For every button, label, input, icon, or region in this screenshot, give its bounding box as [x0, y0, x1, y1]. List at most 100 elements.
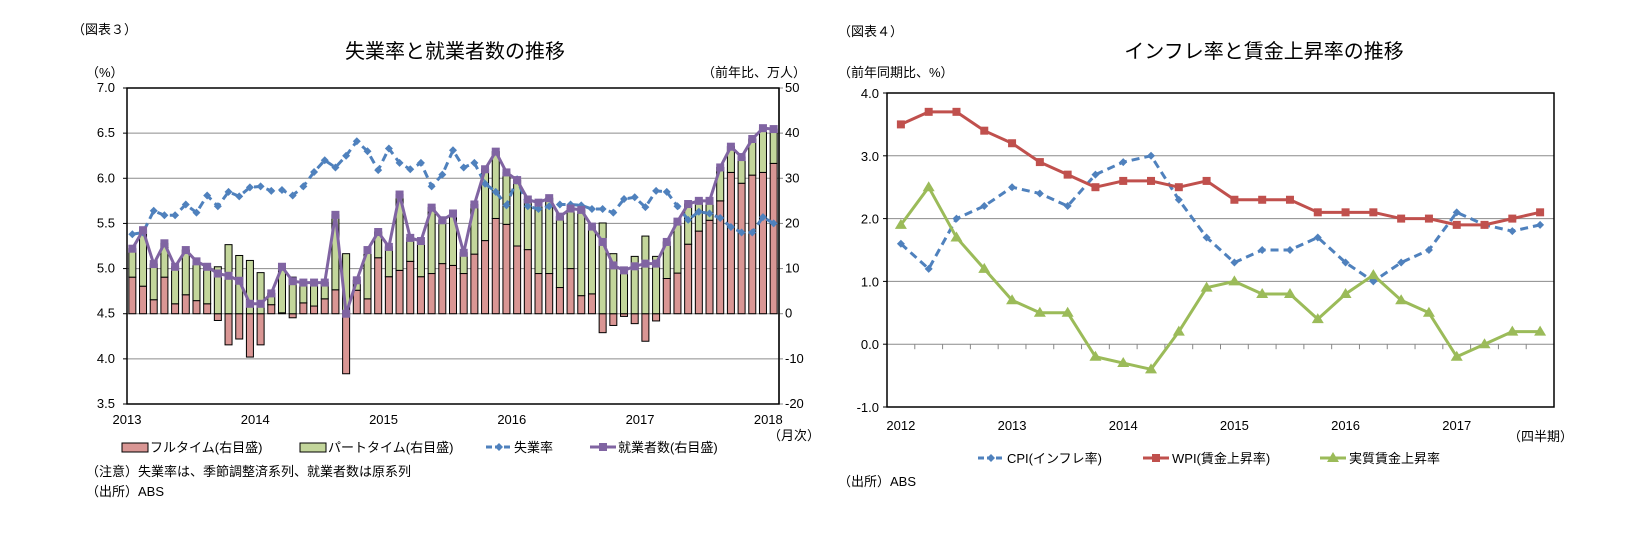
left-legend: フルタイム(右目盛) パートタイム(右目盛) 失業率 就業者数(右目盛) — [121, 440, 718, 455]
employment-point — [737, 153, 746, 162]
employment-point — [545, 194, 554, 203]
real-wage-point — [1395, 294, 1408, 305]
x-tick-label: 2018 — [754, 412, 783, 427]
unemployment-rate-point — [256, 182, 265, 191]
fulltime-bar — [256, 313, 265, 346]
real-wage-point — [1283, 287, 1296, 298]
employment-point — [577, 205, 586, 214]
employment-point — [256, 299, 265, 308]
parttime-bar — [181, 249, 190, 296]
right-x-axis-unit: （四半期） — [1508, 429, 1573, 444]
left-note: （注意）失業率は、季節調整済系列、就業者数は原系列 — [86, 464, 411, 479]
fulltime-bar — [545, 273, 554, 315]
cpi-point — [952, 214, 961, 223]
employment-point — [630, 262, 639, 271]
y-tick-label: 4.0 — [861, 86, 879, 101]
employment-point — [758, 124, 767, 133]
right-y-tick-label: 30 — [785, 170, 799, 185]
employment-point — [139, 226, 148, 235]
employment-point — [192, 257, 201, 266]
left-y-tick-label: 5.5 — [97, 215, 115, 230]
employment-point — [299, 278, 308, 287]
left-figure-number: （図表３） — [72, 22, 137, 37]
legend-unemployment-marker — [495, 443, 503, 451]
unemployment-rate-point — [694, 207, 703, 216]
unemployment-rate-point — [769, 219, 778, 228]
fulltime-bar — [406, 260, 415, 315]
wpi-point — [1008, 139, 1017, 148]
unemployment-rate-point — [395, 158, 404, 167]
fulltime-bar — [694, 230, 703, 315]
cpi-point — [1147, 151, 1156, 160]
wpi-point — [1369, 208, 1378, 217]
wpi-point — [980, 126, 989, 135]
unemployment-rate-point — [149, 206, 158, 215]
wpi-point — [1397, 214, 1406, 223]
parttime-bar — [256, 272, 265, 315]
wpi-point — [1091, 183, 1100, 192]
cpi-point — [1424, 246, 1433, 254]
unemployment-rate-point — [737, 228, 746, 237]
fulltime-bar — [299, 302, 308, 315]
unemployment-rate-point — [652, 186, 661, 195]
real-wage-point — [950, 231, 963, 242]
right-y-tick-label: 0 — [785, 306, 792, 321]
fulltime-bar — [459, 273, 468, 315]
fulltime-bar — [534, 273, 543, 315]
parttime-bar — [491, 151, 500, 219]
unemployment-rate-point — [384, 144, 393, 153]
wpi-point — [896, 120, 905, 129]
cpi-point — [924, 264, 933, 273]
x-tick-label: 2016 — [497, 412, 526, 427]
employment-point — [171, 262, 180, 271]
employment-point — [416, 237, 425, 246]
right-y-tick-label: -20 — [785, 396, 804, 411]
fulltime-bar — [523, 249, 532, 315]
parttime-bar — [384, 246, 393, 278]
wpi-point — [1285, 195, 1294, 204]
left-y-tick-label: 5.0 — [97, 261, 115, 276]
parttime-bar — [203, 266, 212, 305]
parttime-bar — [555, 216, 564, 289]
y-tick-label: 1.0 — [861, 274, 879, 289]
employment-point — [620, 266, 629, 275]
cpi-point — [1119, 158, 1128, 167]
employment-point — [726, 142, 735, 151]
fulltime-bar — [630, 313, 639, 325]
legend-cpi-marker — [987, 454, 995, 462]
unemployment-rate-point — [716, 214, 725, 223]
left-y-tick-label: 3.5 — [97, 396, 115, 411]
x-tick-label: 2015 — [1220, 418, 1249, 433]
unemployment-rate-point — [481, 179, 490, 188]
cpi-point — [980, 202, 989, 211]
unemployment-rate-point — [438, 170, 447, 179]
fulltime-bar — [363, 298, 372, 315]
fulltime-bar — [652, 313, 661, 322]
right-legend: CPI(インフレ率) WPI(賃金上昇率) 実質賃金上昇率 — [978, 451, 1440, 466]
cpi-point — [1258, 246, 1267, 254]
left-source: （出所）ABS — [86, 484, 164, 499]
wpi-point — [1424, 214, 1433, 223]
wpi-point — [1147, 176, 1156, 185]
employment-point — [449, 209, 457, 218]
fulltime-bar — [641, 313, 650, 342]
parttime-bar — [630, 255, 639, 315]
fulltime-bar — [288, 313, 297, 319]
plot-frame — [126, 87, 780, 405]
cpi-point — [1313, 233, 1322, 242]
real-wage-point — [1033, 306, 1046, 317]
unemployment-rate-point — [374, 166, 383, 175]
x-tick-label: 2014 — [1109, 418, 1138, 433]
fulltime-bar — [352, 289, 361, 315]
real-wage-point — [1145, 363, 1158, 374]
legend-employment-label: 就業者数(右目盛) — [618, 440, 718, 455]
wpi-point — [1313, 208, 1322, 217]
employment-point — [213, 269, 222, 278]
legend-real-wage-marker — [1327, 452, 1339, 462]
employment-point — [203, 262, 212, 271]
unemployment-rate-point — [181, 200, 190, 209]
employment-point — [705, 196, 714, 205]
fulltime-bar — [331, 289, 340, 315]
unemployment-rate-point — [320, 156, 329, 165]
parttime-bar — [192, 260, 201, 302]
